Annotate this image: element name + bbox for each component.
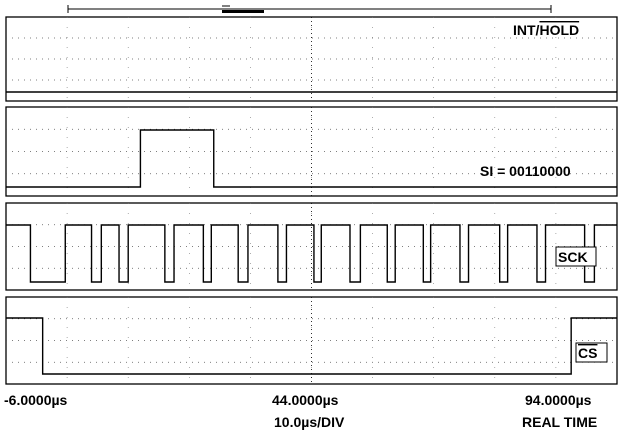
panel-frame	[5, 296, 618, 385]
channel-label-4: CS	[578, 345, 597, 361]
channel-label-3: SCK	[558, 249, 588, 265]
record-length-bar	[67, 5, 552, 13]
x-axis-center-label: 44.0000µs	[272, 392, 339, 408]
x-axis-right-label: 94.0000µs	[525, 392, 592, 408]
x-axis-left-label: -6.0000µs	[4, 392, 68, 408]
channel-label-box	[575, 342, 608, 363]
channel-panel-1: INT/HOLD	[5, 16, 618, 102]
waveform-4	[6, 317, 617, 375]
waveform-2	[6, 129, 617, 188]
channel-panel-2: SI = 00110000	[5, 106, 618, 197]
waveform-3	[6, 224, 617, 283]
channel-label-2: SI = 00110000	[480, 163, 571, 179]
channel-label-1: INT/HOLD	[513, 22, 579, 38]
acquisition-mode-label: REAL TIME	[522, 414, 598, 430]
channel-label-box	[555, 246, 597, 267]
timebase-label: 10.0µs/DIV	[274, 414, 345, 430]
panel-frame	[5, 202, 618, 291]
record-window-marker	[222, 10, 264, 13]
channel-panel-4: CS	[5, 296, 618, 385]
channel-panels: INT/HOLD SI = 00110000 SCK CS	[5, 16, 618, 385]
channel-panel-3: SCK	[5, 202, 618, 291]
